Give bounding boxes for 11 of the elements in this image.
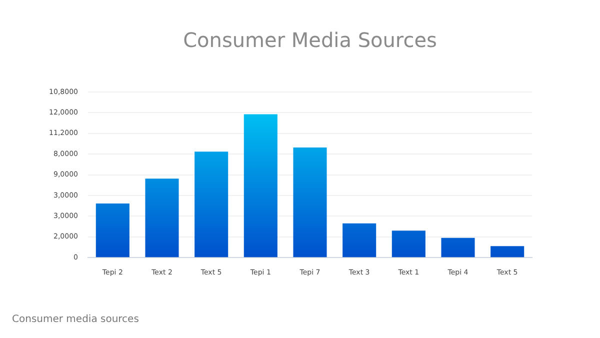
text: Consumer media sources	[12, 314, 139, 325]
bar	[194, 152, 228, 258]
bar	[392, 230, 426, 258]
bar	[145, 178, 179, 258]
chart-title: Consumer Media Sources	[183, 28, 437, 52]
bar	[293, 147, 327, 258]
bar	[490, 246, 524, 258]
bar	[342, 223, 376, 258]
bar	[441, 238, 475, 258]
bar	[244, 114, 278, 258]
bar	[96, 204, 130, 258]
